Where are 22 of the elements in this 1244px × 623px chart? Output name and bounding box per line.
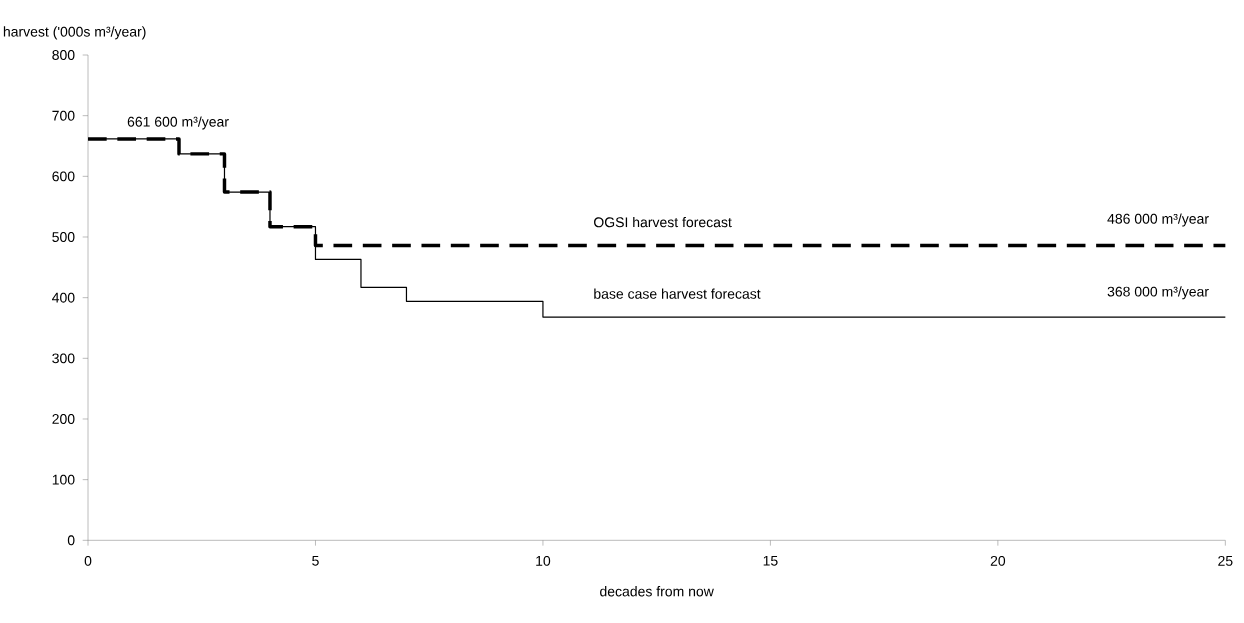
- annotation: 368 000 m³/year: [1107, 286, 1209, 300]
- annotation: 661 600 m³/year: [127, 116, 229, 130]
- x-tick-label: 5: [312, 555, 319, 566]
- y-tick-label: 0: [67, 535, 75, 546]
- y-tick-label: 100: [52, 474, 75, 485]
- x-tick-label: 0: [84, 555, 92, 566]
- x-axis-title: decades from now: [600, 586, 714, 597]
- y-tick-label: 300: [52, 353, 75, 364]
- series-label: base case harvest forecast: [594, 288, 761, 299]
- annotation: 486 000 m³/year: [1107, 213, 1209, 227]
- x-tick-label: 15: [763, 555, 778, 566]
- y-tick-label: 400: [52, 292, 75, 303]
- y-axis-title: harvest ('000s m³/year): [3, 26, 146, 40]
- x-tick-label: 20: [990, 555, 1006, 566]
- y-tick-label: 500: [52, 232, 75, 242]
- x-tick-label: 10: [536, 555, 551, 566]
- series-label: OGSI harvest forecast: [594, 216, 732, 228]
- y-tick-label: 800: [52, 50, 75, 60]
- y-tick-label: 200: [52, 414, 75, 424]
- x-tick-label: 25: [1218, 555, 1233, 566]
- y-tick-label: 600: [52, 171, 75, 182]
- y-tick-label: 700: [52, 110, 75, 121]
